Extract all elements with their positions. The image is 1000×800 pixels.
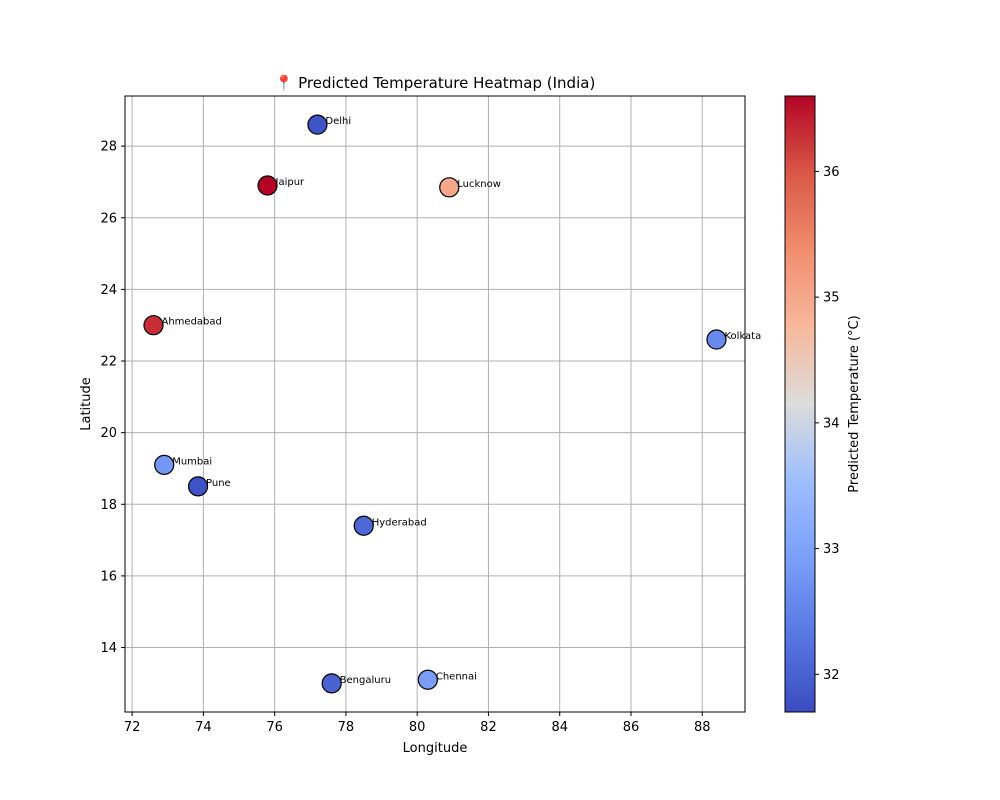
y-tick-label: 18 [100,498,117,513]
colorbar-tick-label: 33 [823,542,840,557]
point-lucknow [439,177,460,198]
point-label: Pune [206,478,231,489]
x-tick-label: 76 [266,720,283,735]
y-tick-label: 22 [100,355,117,370]
point-label: Ahmedabad [162,317,222,328]
point-mumbai [154,454,175,475]
colorbar-tick-label: 35 [823,291,840,306]
point-chennai [417,669,438,690]
x-tick-label: 86 [623,720,640,735]
x-axis-label: Longitude [403,741,468,756]
point-ahmedabad [143,315,164,336]
colorbar [784,95,816,713]
grid [125,96,745,712]
point-delhi [307,114,328,135]
x-tick-label: 88 [694,720,711,735]
x-tick-label: 84 [551,720,568,735]
chart-title: 📍 Predicted Temperature Heatmap (India) [275,74,596,92]
point-label: Bengaluru [340,675,391,686]
x-axis: 72 74 76 78 80 82 84 86 88 [124,712,711,735]
point-label: Chennai [436,671,477,682]
point-label: Jaipur [275,177,306,188]
point-kolkata [706,329,727,350]
x-tick-label: 78 [338,720,355,735]
colorbar-tick-label: 32 [823,668,840,683]
point-jaipur [257,175,278,196]
colorbar-tick-label: 34 [823,416,840,431]
x-tick-label: 72 [124,720,141,735]
point-label: Kolkata [724,331,761,342]
colorbar-ticks: 32 33 34 35 36 [815,165,840,683]
point-label: Lucknow [457,179,501,190]
y-tick-label: 26 [100,211,117,226]
colorbar-label: Predicted Temperature (°C) [847,315,862,492]
points-layer [143,114,727,694]
colorbar-tick-label: 36 [823,165,840,180]
plot-frame [124,95,746,713]
point-hyderabad [353,515,374,536]
y-tick-label: 20 [100,426,117,441]
point-labels-layer: Delhi Jaipur Lucknow Ahmedabad Kolkata Mumbai… [162,116,762,686]
point-bengaluru [321,673,342,694]
point-label: Mumbai [172,456,212,467]
point-label: Delhi [325,116,351,127]
y-tick-label: 16 [100,569,117,584]
x-tick-label: 82 [480,720,497,735]
y-tick-label: 24 [100,283,117,298]
point-pune [187,476,209,497]
point-label: Hyderabad [372,517,427,528]
y-axis-label: Latitude [79,377,94,431]
x-tick-label: 74 [195,720,212,735]
y-tick-label: 14 [100,641,117,656]
y-axis: 14 16 18 20 22 24 26 28 [100,140,125,656]
x-tick-label: 80 [409,720,426,735]
y-tick-label: 28 [100,140,117,155]
